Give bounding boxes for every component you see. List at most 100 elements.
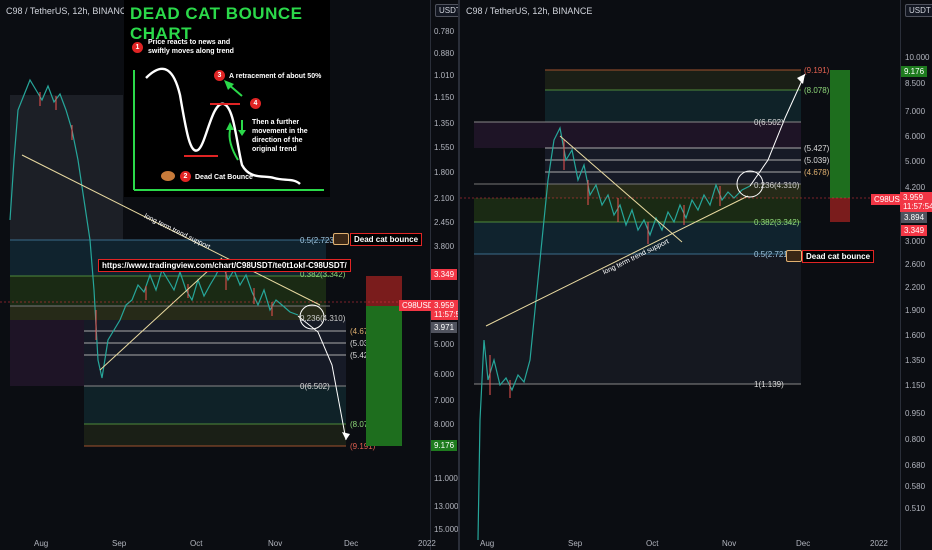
left-fib-label: (4.678) xyxy=(350,327,376,336)
y-tick: 1.900 xyxy=(905,306,926,315)
right-price-line xyxy=(477,126,751,541)
right-fib-label: 0.236(4.310) xyxy=(754,181,800,190)
y-tick: 2.100 xyxy=(434,194,455,203)
y-tick: 0.580 xyxy=(905,482,926,491)
x-tick: Nov xyxy=(268,539,283,548)
x-tick: Dec xyxy=(344,539,359,548)
left-symbol-tag: C98USDT xyxy=(399,300,442,311)
right-candle-noise xyxy=(489,140,721,398)
y-tick: 6.000 xyxy=(905,132,926,141)
left-fib-label: 0.5(2.723) xyxy=(300,236,337,245)
y-tick: 4.200 xyxy=(905,183,926,192)
right-trend-support-line xyxy=(485,195,749,327)
step-3-badge: 3 xyxy=(214,70,225,81)
y-tick: 2.600 xyxy=(905,260,926,269)
right-target-price-label: 9.176 xyxy=(901,66,928,77)
right-fib-label: (8.078) xyxy=(804,86,830,95)
left-stop-zone xyxy=(366,276,402,306)
right-fib-label: (9.191) xyxy=(804,66,830,75)
y-tick: 0.950 xyxy=(905,409,926,418)
right-target-zone xyxy=(830,70,850,198)
x-tick: Sep xyxy=(112,539,127,548)
right-projection-arrow xyxy=(749,73,806,187)
chart-url-link[interactable]: https://www.tradingview.com/chart/C98USD… xyxy=(98,259,351,272)
y-tick: 1.350 xyxy=(434,119,455,128)
y-tick: 1.150 xyxy=(905,381,926,390)
pointing-hand-icon xyxy=(786,250,802,262)
y-tick: 1.010 xyxy=(434,71,455,80)
left-target-price-label: 9.176 xyxy=(431,440,458,451)
step-4-badge: 4 xyxy=(250,98,261,109)
right-stop-price-label: 3.349 xyxy=(901,225,928,236)
left-fib-label: (5.427) xyxy=(350,351,376,360)
right-countdown: 11:57:54 xyxy=(903,202,932,211)
right-symbol-tag: C98USDT xyxy=(871,194,914,205)
y-tick: 2.450 xyxy=(434,218,455,227)
right-fib-label: (5.039) xyxy=(804,156,830,165)
left-countdown: 11:57:54 xyxy=(434,310,458,319)
y-tick: 7.000 xyxy=(905,107,926,116)
right-price-scale[interactable]: USDT 10.000 9.176 8.500 7.000 6.000 5.00… xyxy=(900,0,932,550)
left-target-zone xyxy=(366,306,402,446)
panel-divider[interactable] xyxy=(458,0,460,550)
y-tick: 8.500 xyxy=(905,79,926,88)
left-fib-lines xyxy=(10,239,346,447)
pointing-hand-icon xyxy=(333,233,349,245)
y-tick: 15.000 xyxy=(434,525,458,534)
y-tick: 0.510 xyxy=(905,504,926,513)
y-tick: 3.000 xyxy=(905,237,926,246)
right-stop-zone xyxy=(830,198,850,222)
right-currency-button[interactable]: USDT xyxy=(905,4,932,17)
right-chart-canvas[interactable]: (9.191) (8.078) 0(6.502) (5.427) (5.039)… xyxy=(460,0,900,550)
x-tick: 2022 xyxy=(418,539,436,548)
step-4-text: Then a further movement in the direction… xyxy=(252,119,308,153)
left-price-tag: 3.959 11:57:54 xyxy=(431,300,458,320)
dead-cat-bounce-infographic: DEAD CAT BOUNCE CHART 1 Price reacts to … xyxy=(124,0,330,197)
infographic-diagram xyxy=(133,67,324,191)
left-bounce-circle xyxy=(299,304,325,330)
right-fib-label: 0.5(2.721) xyxy=(754,250,791,259)
x-tick: Dec xyxy=(796,539,811,548)
right-fib-label: 0(6.502) xyxy=(754,118,784,127)
y-tick: 0.780 xyxy=(434,27,455,36)
right-price-below-label: 3.894 xyxy=(901,212,928,223)
y-tick: 5.000 xyxy=(905,157,926,166)
left-price-scale[interactable]: USDT 0.780 0.880 1.010 1.150 1.350 1.550… xyxy=(430,0,458,550)
infographic-title: DEAD CAT BOUNCE CHART xyxy=(130,4,303,43)
left-chart-canvas[interactable]: 0.5(2.723) 0.382(3.342) 0.236(4.310) (4.… xyxy=(0,0,430,550)
y-tick: 5.000 xyxy=(434,340,455,349)
x-tick: 2022 xyxy=(870,539,888,548)
y-tick: 8.000 xyxy=(434,420,455,429)
left-currency-button[interactable]: USDT xyxy=(435,4,458,17)
y-tick: 3.800 xyxy=(434,242,455,251)
x-tick: Oct xyxy=(646,539,659,548)
step-1-badge: 1 xyxy=(132,42,143,53)
x-tick: Nov xyxy=(722,539,737,548)
x-tick: Aug xyxy=(34,539,49,548)
right-fib-label: 1(1.139) xyxy=(754,380,784,389)
left-fib-label: (5.039) xyxy=(350,339,376,348)
left-price-line xyxy=(9,78,299,379)
left-current-price: 3.959 xyxy=(434,301,455,310)
x-tick: Aug xyxy=(480,539,495,548)
x-tick: Sep xyxy=(568,539,583,548)
step-2-text: Dead Cat Bounce xyxy=(195,174,253,181)
left-fib-label: 0.236(4.310) xyxy=(300,314,346,323)
left-fib-label: 0.382(3.342) xyxy=(300,270,346,279)
left-trend-support-line xyxy=(99,257,223,371)
right-fib-label: (4.678) xyxy=(804,168,830,177)
right-fib-label: 0.382(3.342) xyxy=(754,218,800,227)
left-chart-panel[interactable]: 0.5(2.723) 0.382(3.342) 0.236(4.310) (4.… xyxy=(0,0,458,550)
right-fib-lines xyxy=(474,69,801,385)
y-tick: 7.000 xyxy=(434,396,455,405)
y-tick: 0.880 xyxy=(434,49,455,58)
left-fib-label: (8.078) xyxy=(350,420,376,429)
y-tick: 2.200 xyxy=(905,283,926,292)
y-tick: 6.000 xyxy=(434,370,455,379)
right-symbol-title: C98 / TetherUS, 12h, BINANCE xyxy=(466,6,593,16)
dead-cat-bounce-callout: Dead cat bounce xyxy=(802,250,875,263)
y-tick: 10.000 xyxy=(905,53,930,62)
right-chart-panel[interactable]: (9.191) (8.078) 0(6.502) (5.427) (5.039)… xyxy=(460,0,932,550)
y-tick: 1.550 xyxy=(434,143,455,152)
y-tick: 1.350 xyxy=(905,356,926,365)
